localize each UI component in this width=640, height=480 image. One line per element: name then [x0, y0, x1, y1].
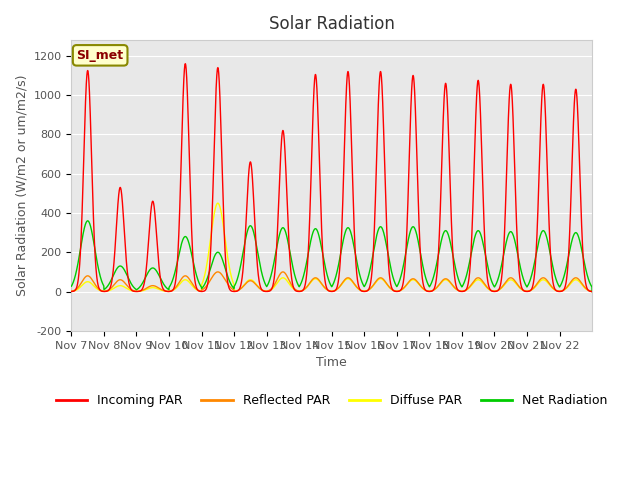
- Legend: Incoming PAR, Reflected PAR, Diffuse PAR, Net Radiation: Incoming PAR, Reflected PAR, Diffuse PAR…: [51, 389, 612, 412]
- Text: SI_met: SI_met: [77, 49, 124, 62]
- X-axis label: Time: Time: [316, 356, 347, 369]
- Y-axis label: Solar Radiation (W/m2 or um/m2/s): Solar Radiation (W/m2 or um/m2/s): [15, 75, 28, 296]
- Title: Solar Radiation: Solar Radiation: [269, 15, 395, 33]
